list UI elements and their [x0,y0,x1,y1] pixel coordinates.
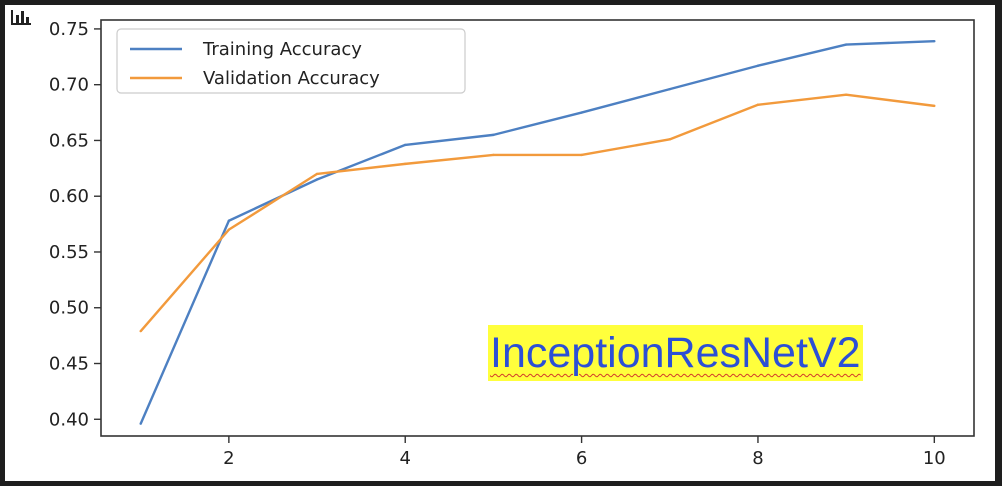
x-tick-label: 8 [752,448,763,469]
data-point-training-accuracy [492,133,495,137]
data-point-training-accuracy [580,111,583,114]
x-tick-label: 2 [223,448,234,469]
data-point-training-accuracy [668,87,671,91]
data-point-validation-accuracy [315,172,319,176]
data-point-training-accuracy [139,422,142,425]
y-tick-label: 0.75 [49,19,89,40]
legend-box [116,28,466,94]
series-line-training-accuracy [139,39,935,425]
axes-frame [100,19,975,437]
x-tick-label: 10 [923,448,946,469]
y-tick-label: 0.60 [49,186,89,207]
data-point-validation-accuracy [844,93,848,96]
data-point-validation-accuracy [404,162,407,166]
data-point-training-accuracy [315,178,319,181]
bar-chart-icon [8,6,34,28]
y-tick-label: 0.45 [49,354,89,375]
y-tick-label: 0.65 [49,130,89,151]
data-point-validation-accuracy [580,153,583,157]
legend-label-validation-accuracy: Validation Accuracy [203,68,380,89]
data-point-training-accuracy [227,219,231,222]
y-tick-label: 0.50 [49,298,89,319]
data-point-validation-accuracy [933,104,936,108]
data-point-training-accuracy [404,143,407,147]
chart-annotation: InceptionResNetV2 [488,325,863,381]
y-tick-label: 0.55 [49,242,89,263]
chart-frame: 2 4 6 8 10 0.40 0.45 0.50 0.55 0.60 0.65 0.70 0.75 T… [5,5,995,481]
series-layer [139,39,936,425]
data-point-training-accuracy [844,43,848,46]
legend: Training Accuracy Validation Accuracy [116,28,466,94]
data-point-training-accuracy [933,39,936,43]
y-tick-label: 0.40 [49,409,89,430]
x-tick-label: 4 [400,448,411,469]
data-point-validation-accuracy [756,103,760,106]
data-point-training-accuracy [756,64,760,67]
line-chart: 2 4 6 8 10 0.40 0.45 0.50 0.55 0.60 0.65 0.70 0.75 T… [49,19,975,469]
data-point-validation-accuracy [492,153,495,157]
y-tick-label: 0.70 [49,75,89,96]
series-line-validation-accuracy [139,93,935,332]
ticks-layer: 2 4 6 8 10 0.40 0.45 0.50 0.55 0.60 0.65 0.70 0.75 [49,19,946,469]
data-point-validation-accuracy [668,138,671,141]
data-point-validation-accuracy [227,228,231,231]
legend-label-training-accuracy: Training Accuracy [202,39,362,60]
x-tick-label: 6 [576,448,587,469]
data-point-validation-accuracy [139,329,142,333]
